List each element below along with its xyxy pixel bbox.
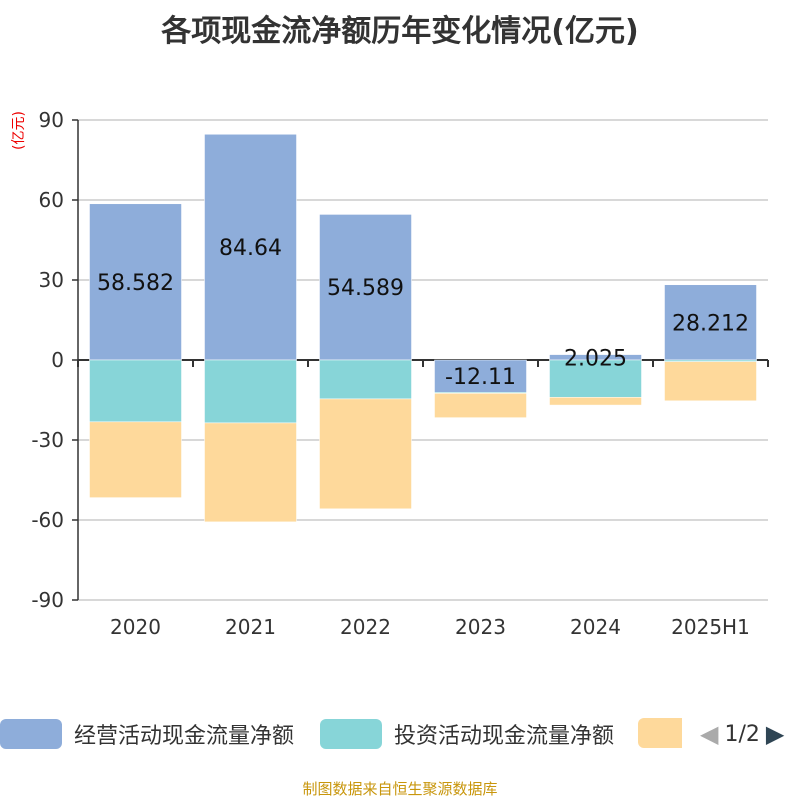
bar-series2 [89, 421, 182, 498]
legend-item-operating[interactable]: 经营活动现金流量净额 [0, 718, 294, 750]
bar-series0 [319, 214, 412, 361]
legend-prev-arrow-icon[interactable]: ◀ [700, 720, 719, 748]
x-tick-label: 2024 [570, 615, 621, 639]
y-tick-label: -90 [31, 588, 64, 612]
legend-swatch [0, 719, 62, 749]
x-tick-label: 2023 [455, 615, 506, 639]
legend-swatch [320, 719, 382, 749]
legend: 经营活动现金流量净额 投资活动现金流量净额 ◀ 1/2 ▶ [0, 718, 800, 752]
x-tick-label: 2025H1 [671, 615, 750, 639]
source-note: 制图数据来自恒生聚源数据库 [302, 780, 498, 798]
legend-label: 投资活动现金流量净额 [394, 724, 615, 749]
plot-area: 90 60 30 0 -30 -60 -90 2020 2021 2022 2023 2024 2025… [31, 108, 769, 639]
y-tick-label: 60 [39, 188, 64, 212]
bar-series0 [89, 203, 182, 361]
legend-pager: ◀ 1/2 ▶ [700, 720, 784, 748]
data-label: 58.582 [97, 271, 174, 296]
bar-series0 [204, 134, 297, 361]
chart-title: 各项现金流净额历年变化情况(亿元) [161, 14, 639, 49]
bar-series0 [664, 284, 757, 361]
bar-series2 [434, 393, 527, 418]
x-tick-label: 2020 [110, 615, 161, 639]
bar-series2 [204, 422, 297, 523]
bar-series1 [549, 359, 642, 398]
legend-swatch [638, 718, 682, 748]
legend-next-arrow-icon[interactable]: ▶ [765, 720, 785, 748]
y-tick-label: -60 [31, 508, 64, 532]
legend-page: 1/2 [724, 721, 760, 747]
bar-series1 [89, 359, 182, 423]
x-tick-label: 2022 [340, 615, 391, 639]
bar-series1 [204, 359, 297, 424]
y-tick-label: 0 [51, 348, 64, 372]
data-label: 84.64 [219, 236, 282, 261]
legend-item-financing[interactable] [638, 718, 694, 748]
legend-label: 经营活动现金流量净额 [74, 724, 295, 749]
bar-series2 [664, 361, 757, 402]
y-tick-label: 30 [39, 268, 64, 292]
bar-series2 [549, 397, 642, 406]
bar-series1 [319, 359, 412, 400]
y-tick-label: 90 [39, 108, 64, 132]
data-label: 28.212 [672, 311, 749, 336]
legend-item-investing[interactable]: 投资活动现金流量净额 [320, 718, 614, 750]
y-tick-label: -30 [31, 428, 64, 452]
data-label: 54.589 [327, 276, 404, 301]
data-label: -12.11 [445, 365, 516, 390]
x-tick-label: 2021 [225, 615, 276, 639]
bar-series0 [434, 359, 527, 393]
data-label: 2.025 [564, 346, 627, 371]
bar-series2 [319, 398, 412, 510]
